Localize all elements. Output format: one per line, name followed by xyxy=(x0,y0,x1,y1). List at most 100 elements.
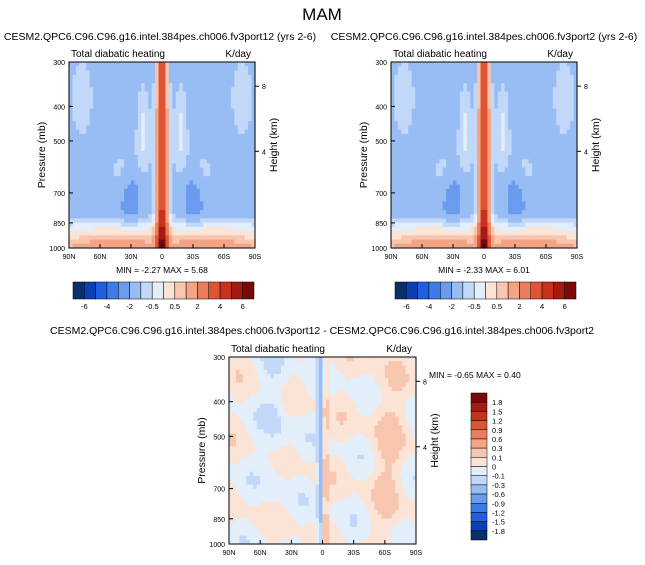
field-cell xyxy=(103,146,108,152)
field-cell xyxy=(113,83,118,88)
field-cell xyxy=(487,62,492,67)
field-cell xyxy=(96,104,101,110)
field-cell xyxy=(556,112,561,118)
field-cell xyxy=(234,218,239,224)
field-cell xyxy=(408,125,413,131)
field-cell xyxy=(546,146,551,152)
field-cell xyxy=(151,214,156,220)
field-cell xyxy=(552,159,557,165)
field-cell xyxy=(449,112,454,118)
field-cell xyxy=(96,171,101,177)
field-cell xyxy=(397,180,402,186)
field-cell xyxy=(428,205,433,211)
field-cell xyxy=(186,146,191,152)
field-cell xyxy=(234,214,239,220)
field-cell xyxy=(428,209,433,215)
field-cell xyxy=(186,74,191,80)
field-cell xyxy=(227,218,232,224)
field-cell xyxy=(442,142,447,148)
field-cell xyxy=(86,243,91,249)
field-cell xyxy=(227,176,232,181)
field-cell xyxy=(490,87,495,93)
field-cell xyxy=(144,91,149,97)
field-cell xyxy=(494,193,499,198)
field-cell xyxy=(563,155,568,160)
field-cell xyxy=(559,235,564,241)
field-cell xyxy=(103,184,108,190)
field-cell xyxy=(521,193,526,198)
field-cell xyxy=(408,184,413,190)
field-cell xyxy=(203,62,208,67)
field-cell xyxy=(570,91,575,97)
field-cell xyxy=(446,226,451,232)
field-cell xyxy=(511,193,516,198)
field-cell xyxy=(93,214,98,220)
field-cell xyxy=(504,180,509,186)
field-cell xyxy=(442,91,447,97)
field-cell xyxy=(394,62,399,67)
field-cell xyxy=(563,78,568,84)
field-cell xyxy=(411,209,416,215)
field-cell xyxy=(193,146,198,152)
field-cell xyxy=(89,155,94,160)
field-cell xyxy=(134,95,139,101)
field-cell xyxy=(449,205,454,211)
field-cell xyxy=(235,459,240,464)
field-cell xyxy=(241,121,246,127)
field-cell xyxy=(549,155,554,160)
field-cell xyxy=(535,74,540,80)
field-cell xyxy=(241,108,246,114)
field-cell xyxy=(224,176,229,181)
field-cell xyxy=(508,146,513,152)
field-cell xyxy=(459,112,464,118)
field-cell xyxy=(131,66,136,72)
field-cell xyxy=(234,104,239,110)
field-cell xyxy=(79,112,84,118)
field-cell xyxy=(459,116,464,122)
field-cell xyxy=(237,201,242,207)
field-cell xyxy=(165,226,170,232)
field-cell xyxy=(165,243,170,249)
field-cell xyxy=(542,163,547,169)
field-cell xyxy=(573,62,578,67)
field-cell xyxy=(100,146,105,152)
field-cell xyxy=(134,100,139,105)
units-label: K/day xyxy=(547,49,573,60)
field-cell xyxy=(175,100,180,105)
field-cell xyxy=(165,138,170,143)
field-cell xyxy=(566,100,571,105)
field-cell xyxy=(428,235,433,241)
field-cell xyxy=(418,150,423,156)
field-cell xyxy=(487,197,492,203)
field-cell xyxy=(175,95,180,101)
field-cell xyxy=(110,83,115,88)
field-cell xyxy=(394,226,399,232)
field-cell xyxy=(477,176,482,181)
field-cell xyxy=(241,205,246,211)
field-cell xyxy=(155,171,160,177)
field-cell xyxy=(401,193,406,198)
field-cell xyxy=(518,146,523,152)
field-cell xyxy=(442,78,447,84)
field-cell xyxy=(244,176,249,181)
field-cell xyxy=(75,62,80,67)
field-cell xyxy=(490,104,495,110)
x-tick-label: 0 xyxy=(482,254,486,261)
field-cell xyxy=(75,116,80,122)
field-cell xyxy=(435,231,440,236)
field-cell xyxy=(425,62,430,67)
field-cell xyxy=(570,87,575,93)
field-cell xyxy=(234,116,239,122)
field-cell xyxy=(456,70,461,76)
field-cell xyxy=(251,188,256,194)
field-cell xyxy=(237,142,242,148)
field-cell xyxy=(425,176,430,181)
field-cell xyxy=(528,78,533,84)
field-cell xyxy=(511,133,516,139)
field-cell xyxy=(203,78,208,84)
field-cell xyxy=(217,150,222,156)
field-cell xyxy=(453,150,458,156)
field-cell xyxy=(251,87,256,93)
field-cell xyxy=(189,163,194,169)
field-cell xyxy=(199,155,204,160)
